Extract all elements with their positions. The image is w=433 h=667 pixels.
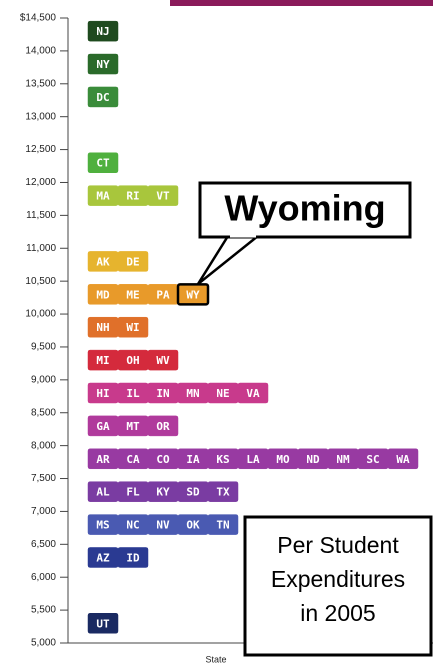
y-tick-label: $14,500 [20, 13, 57, 24]
state-label: IN [156, 387, 169, 400]
y-tick-label: 5,500 [31, 605, 56, 616]
state-label: NJ [96, 25, 109, 38]
caption-line: Expenditures [271, 566, 405, 592]
state-label: MA [96, 190, 110, 203]
state-label: SD [186, 486, 200, 499]
y-tick-label: 8,000 [31, 440, 56, 451]
state-label: DE [126, 255, 139, 268]
y-tick-label: 8,500 [31, 407, 56, 418]
state-label: NC [126, 519, 139, 532]
y-tick-label: 12,500 [25, 144, 56, 155]
state-tile [87, 152, 119, 173]
y-tick-label: 13,000 [25, 111, 56, 122]
state-label: SC [366, 453, 379, 466]
state-label: MT [126, 420, 140, 433]
state-label: NM [336, 453, 350, 466]
state-tile [87, 613, 119, 634]
y-tick-label: 14,000 [25, 46, 56, 57]
state-label: OR [156, 420, 170, 433]
state-label: NE [216, 387, 229, 400]
y-tick-label: 9,000 [31, 374, 56, 385]
y-tick-label: 13,500 [25, 78, 56, 89]
state-label: PA [156, 288, 170, 301]
state-tile [207, 481, 239, 502]
y-tick-label: 11,500 [26, 210, 56, 221]
state-tile [176, 283, 210, 306]
x-axis-label: State [205, 654, 226, 664]
y-tick-label: 5,000 [31, 638, 56, 649]
state-label: OK [186, 519, 200, 532]
state-tile [87, 20, 119, 42]
callout-pointer [196, 234, 262, 285]
state-tile [387, 448, 419, 470]
state-tile [117, 251, 149, 272]
state-label: IL [126, 387, 140, 400]
state-label: WI [126, 321, 139, 334]
y-tick-label: 10,000 [25, 309, 56, 320]
state-label: KY [156, 486, 170, 499]
state-label: AZ [96, 551, 110, 564]
state-tile [87, 86, 119, 108]
state-label: TN [216, 519, 229, 532]
state-label: UT [96, 617, 110, 630]
state-label: MD [96, 288, 110, 301]
state-label: KS [216, 453, 229, 466]
state-label: VA [246, 387, 260, 400]
callout-box [198, 181, 412, 239]
y-tick-label: 6,000 [31, 572, 56, 583]
state-label: IA [186, 453, 200, 466]
state-label: GA [96, 420, 110, 433]
state-label: AL [96, 486, 110, 499]
y-tick-label: 9,500 [31, 342, 56, 353]
top-strip [170, 0, 433, 6]
state-tile [237, 382, 269, 404]
state-label: WA [396, 453, 410, 466]
state-label: VT [156, 190, 170, 203]
state-label: ND [306, 453, 320, 466]
state-label: CO [156, 453, 170, 466]
caption-box [243, 515, 433, 657]
state-label: CT [96, 157, 110, 170]
state-label: ME [126, 288, 139, 301]
y-tick-label: 10,500 [25, 276, 56, 287]
state-label: DC [96, 91, 109, 104]
y-tick-label: 7,000 [31, 506, 56, 517]
state-label: NY [96, 58, 110, 71]
state-label: RI [126, 190, 139, 203]
state-label: FL [126, 486, 140, 499]
caption-line: Per Student [277, 532, 399, 558]
y-tick-label: 11,000 [26, 243, 56, 254]
state-tile [117, 547, 149, 568]
state-label: MN [186, 387, 199, 400]
y-tick-label: 12,000 [25, 177, 56, 188]
state-label: WY [186, 288, 200, 301]
state-label: NH [96, 321, 109, 334]
state-label: AR [96, 453, 110, 466]
state-label: CA [126, 453, 140, 466]
state-tile [207, 514, 239, 535]
state-label: TX [216, 486, 230, 499]
state-label: HI [96, 387, 109, 400]
state-label: MS [96, 519, 109, 532]
state-tile [147, 349, 179, 371]
state-label: LA [246, 453, 260, 466]
state-tile [87, 53, 119, 75]
y-tick-label: 7,500 [31, 473, 56, 484]
state-label: AK [96, 255, 110, 268]
state-tile [117, 316, 149, 338]
state-label: OH [126, 354, 139, 367]
y-tick-label: 6,500 [31, 539, 56, 550]
state-tile [147, 185, 179, 206]
caption-line: in 2005 [300, 600, 375, 626]
state-label: ID [126, 551, 140, 564]
state-label: NV [156, 519, 170, 532]
state-tile [147, 415, 179, 437]
state-label: MI [96, 354, 109, 367]
state-label: MO [276, 453, 290, 466]
state-label: WV [156, 354, 170, 367]
callout-text: Wyoming [224, 188, 385, 229]
